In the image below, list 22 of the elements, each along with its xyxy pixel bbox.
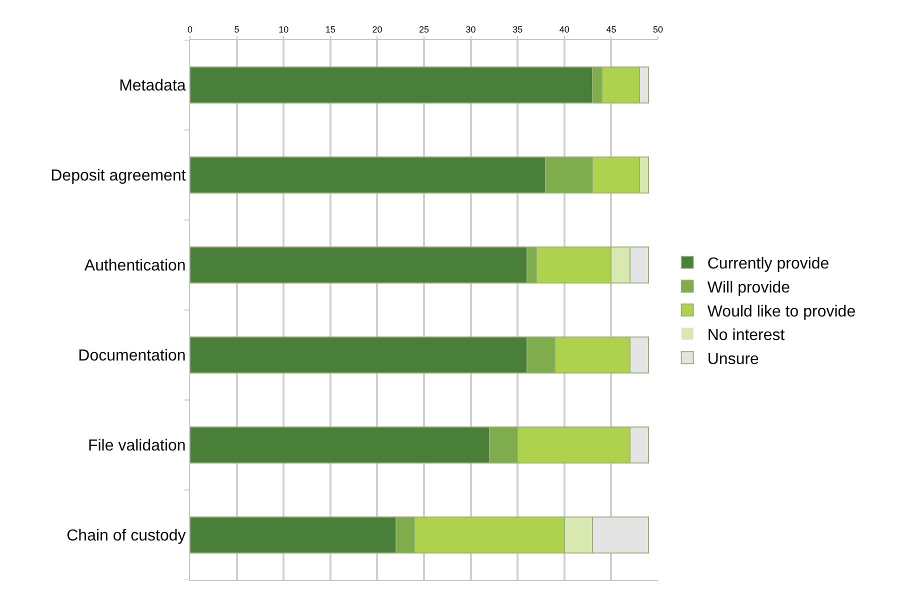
- legend-label: Currently provide: [707, 256, 830, 273]
- legend-label: No interest: [707, 327, 786, 344]
- y-tick-label: Chain of custody: [66, 528, 186, 545]
- y-tick-label: Deposit agreement: [50, 168, 186, 185]
- x-tick-label: 10: [278, 24, 289, 34]
- x-tick-label: 0: [187, 24, 193, 34]
- x-tick-label: 25: [418, 24, 430, 34]
- x-tick-label: 20: [372, 24, 382, 34]
- x-tick-label: 30: [466, 24, 476, 34]
- x-tick-label: 40: [559, 24, 570, 34]
- y-tick-label: Authentication: [84, 258, 186, 275]
- y-tick-label: Documentation: [78, 348, 186, 365]
- x-tick-label: 5: [234, 24, 240, 34]
- legend-label: Would like to provide: [707, 303, 856, 320]
- legend-label: Unsure: [707, 350, 760, 368]
- y-tick-label: Metadata: [119, 78, 186, 95]
- x-tick-label: 45: [606, 24, 616, 34]
- legend-label: Will provide: [707, 279, 790, 296]
- x-tick-label: 35: [512, 24, 523, 34]
- x-tick-label: 15: [325, 24, 336, 34]
- x-tick-label: 50: [652, 24, 664, 34]
- y-tick-label: File validation: [88, 438, 186, 455]
